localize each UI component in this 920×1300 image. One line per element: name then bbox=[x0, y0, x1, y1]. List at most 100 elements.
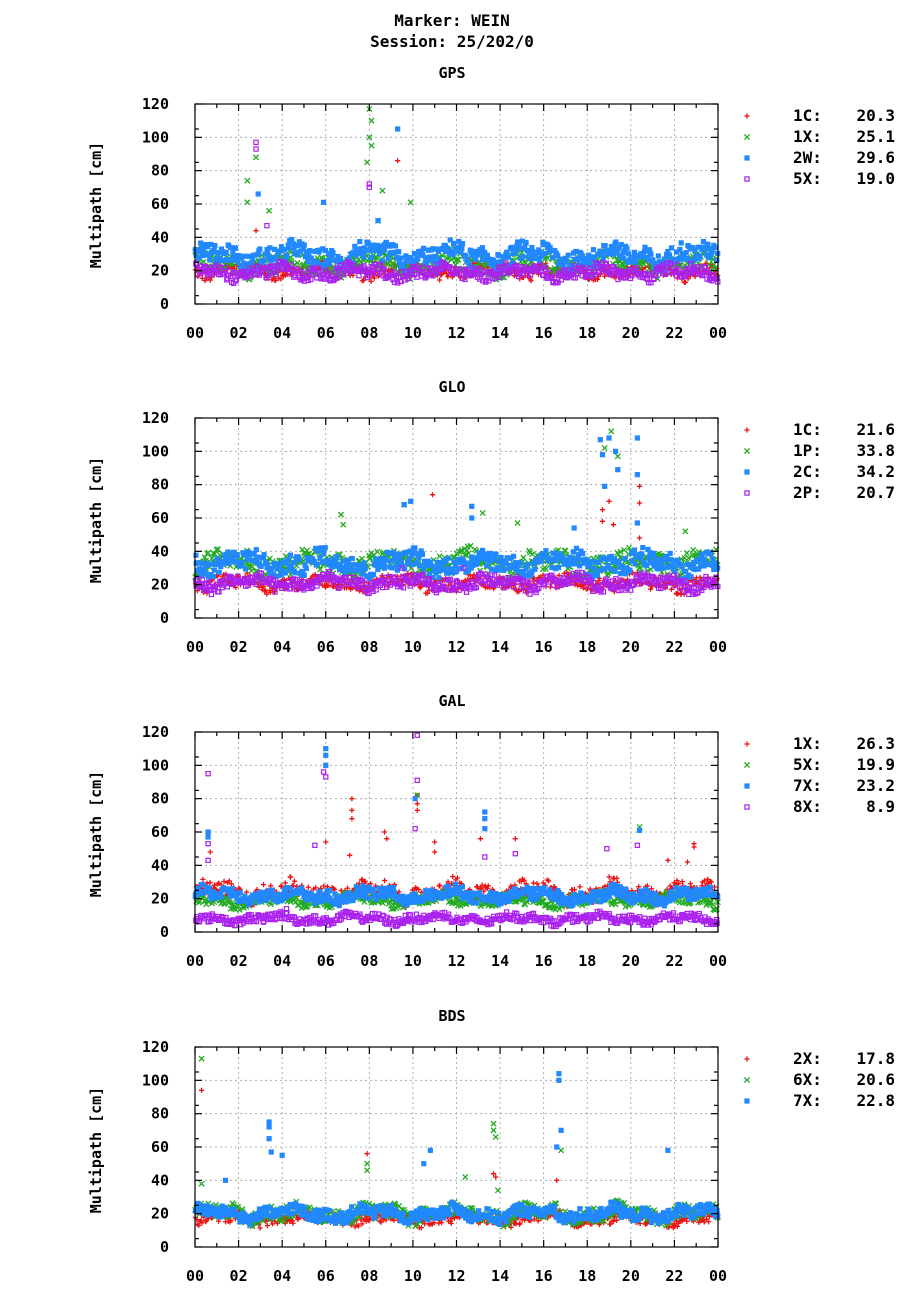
y-tick-label: 60 bbox=[151, 195, 169, 213]
data-point bbox=[571, 561, 578, 567]
data-point bbox=[453, 256, 461, 263]
data-point bbox=[391, 249, 397, 255]
data-point bbox=[381, 247, 388, 253]
data-point bbox=[503, 260, 509, 266]
data-point bbox=[409, 264, 416, 271]
data-point bbox=[361, 560, 367, 566]
data-point bbox=[618, 242, 624, 248]
data-point bbox=[692, 247, 698, 253]
legend-name: 1C: bbox=[793, 106, 822, 125]
data-point bbox=[514, 519, 521, 527]
data-point bbox=[325, 270, 332, 276]
data-point bbox=[744, 490, 750, 496]
data-point bbox=[334, 259, 340, 265]
data-point bbox=[501, 267, 507, 273]
data-point bbox=[314, 561, 320, 567]
data-point bbox=[285, 557, 291, 563]
data-point bbox=[520, 254, 526, 260]
x-tick-label: 12 bbox=[447, 638, 465, 656]
data-point bbox=[499, 263, 506, 270]
data-point bbox=[602, 243, 608, 249]
data-point bbox=[208, 591, 215, 598]
data-point bbox=[310, 258, 317, 264]
data-point bbox=[507, 263, 513, 269]
data-point bbox=[634, 435, 640, 441]
data-point bbox=[478, 249, 484, 255]
data-point bbox=[327, 256, 333, 262]
data-point bbox=[305, 259, 311, 265]
data-point bbox=[584, 261, 590, 267]
data-point bbox=[656, 259, 663, 265]
data-point bbox=[522, 244, 528, 251]
data-point bbox=[234, 258, 240, 264]
data-point bbox=[282, 266, 289, 272]
data-point bbox=[504, 249, 510, 255]
data-point bbox=[542, 250, 548, 257]
data-point bbox=[268, 883, 274, 889]
x-tick-label: 00 bbox=[186, 324, 204, 342]
data-point bbox=[653, 260, 659, 266]
data-point bbox=[473, 266, 479, 272]
data-point bbox=[611, 249, 617, 256]
x-tick-label: 10 bbox=[404, 638, 422, 656]
data-point bbox=[211, 567, 218, 573]
data-point bbox=[396, 259, 402, 265]
data-point bbox=[308, 255, 314, 261]
data-point bbox=[524, 562, 530, 568]
data-point bbox=[450, 251, 456, 258]
series-points bbox=[192, 105, 721, 287]
x-tick-label: 16 bbox=[535, 638, 553, 656]
data-point bbox=[391, 549, 397, 556]
data-point bbox=[664, 251, 670, 257]
legend-item: 2W: 29.6 bbox=[744, 148, 895, 167]
data-point bbox=[284, 252, 290, 259]
data-point bbox=[744, 113, 750, 119]
data-point bbox=[590, 257, 596, 263]
data-point bbox=[244, 177, 251, 184]
data-point bbox=[442, 243, 449, 249]
data-point bbox=[326, 261, 332, 267]
data-point bbox=[643, 247, 649, 254]
data-point bbox=[265, 249, 271, 256]
legend-value: 29.6 bbox=[856, 148, 895, 167]
data-point bbox=[289, 236, 295, 243]
data-point bbox=[529, 551, 536, 558]
data-point bbox=[222, 264, 228, 271]
legend-value: 34.2 bbox=[856, 462, 895, 481]
data-point bbox=[349, 555, 355, 562]
data-point bbox=[246, 253, 252, 259]
x-tick-label: 18 bbox=[578, 638, 596, 656]
data-point bbox=[634, 520, 640, 526]
data-point bbox=[573, 248, 580, 255]
data-point bbox=[196, 247, 203, 253]
data-point bbox=[432, 253, 438, 260]
data-point bbox=[240, 260, 247, 266]
data-point bbox=[260, 882, 267, 888]
legend-name: 1C: bbox=[793, 420, 822, 439]
data-point bbox=[449, 249, 455, 255]
data-point bbox=[606, 248, 612, 254]
data-point bbox=[640, 251, 646, 257]
data-point bbox=[703, 244, 709, 250]
data-point bbox=[364, 159, 371, 166]
data-point bbox=[207, 880, 213, 886]
data-point bbox=[673, 249, 680, 255]
data-point bbox=[254, 554, 261, 560]
y-tick-label: 40 bbox=[151, 542, 169, 560]
data-point bbox=[239, 559, 245, 565]
data-point bbox=[208, 241, 214, 248]
data-point bbox=[229, 257, 235, 263]
data-point bbox=[322, 263, 328, 269]
legend-value: 20.3 bbox=[856, 106, 895, 125]
data-point bbox=[544, 255, 551, 262]
data-point bbox=[459, 240, 466, 247]
data-point bbox=[479, 245, 486, 251]
data-point bbox=[278, 244, 285, 250]
data-point bbox=[510, 553, 517, 559]
data-point bbox=[547, 270, 553, 276]
data-point bbox=[379, 258, 386, 264]
data-point bbox=[490, 257, 497, 264]
data-point bbox=[235, 252, 241, 259]
data-point bbox=[608, 428, 615, 435]
data-point bbox=[463, 254, 469, 260]
